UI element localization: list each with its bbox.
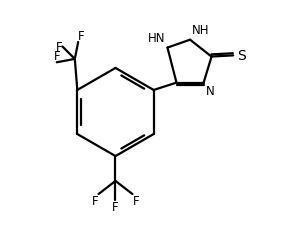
- Text: F: F: [92, 194, 98, 207]
- Text: F: F: [78, 30, 85, 43]
- Text: F: F: [53, 50, 60, 63]
- Text: F: F: [56, 41, 62, 54]
- Text: HN: HN: [148, 31, 166, 44]
- Text: N: N: [206, 85, 215, 98]
- Text: S: S: [237, 49, 246, 63]
- Text: F: F: [112, 200, 119, 213]
- Text: NH: NH: [192, 23, 209, 36]
- Text: F: F: [133, 194, 139, 207]
